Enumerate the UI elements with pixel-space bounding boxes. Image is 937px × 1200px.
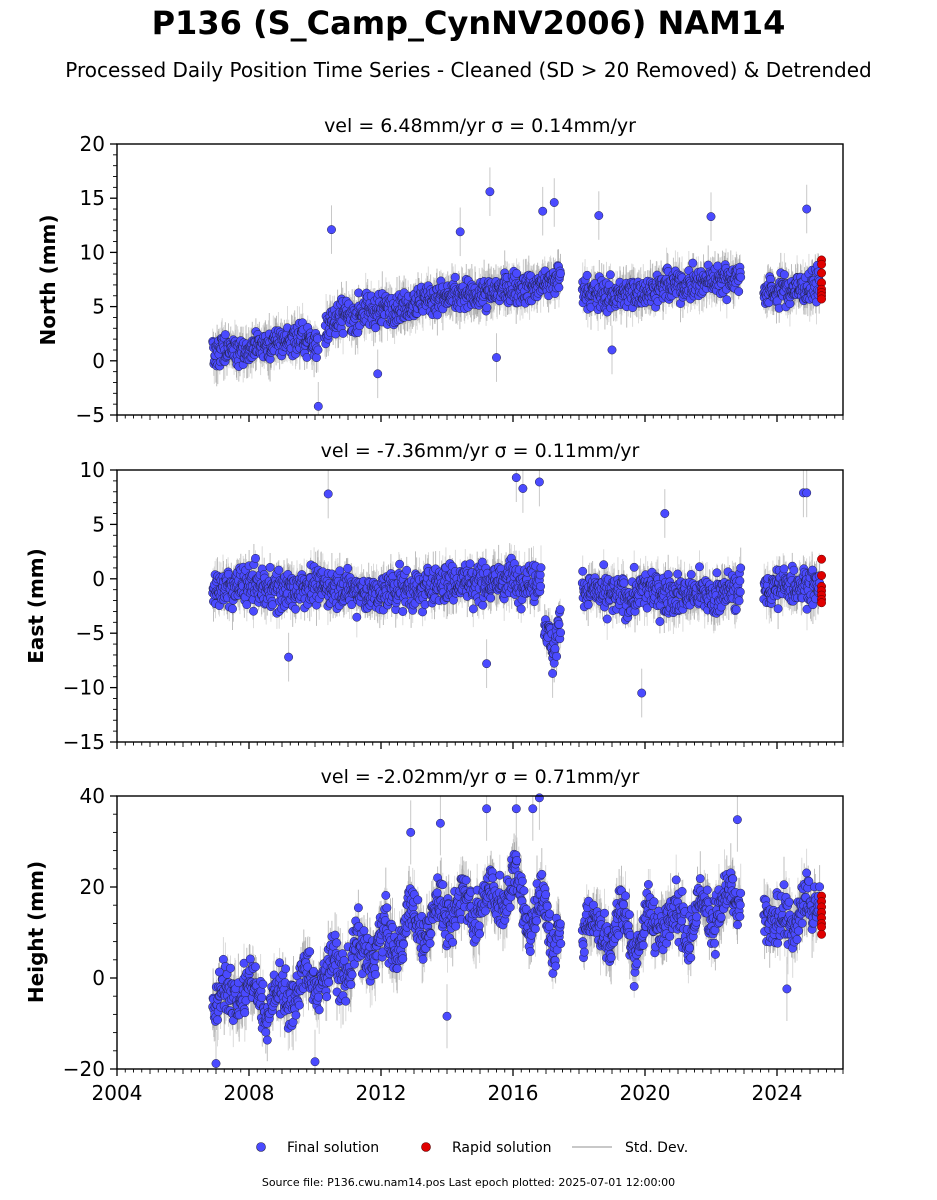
east-panel: vel = -7.36mm/yr σ = 0.11mm/yr −15−10−50… <box>24 440 844 754</box>
final-solution-point <box>371 323 381 333</box>
final-solution-point <box>582 270 592 280</box>
final-solution-point <box>265 562 275 572</box>
final-solution-point <box>327 225 336 235</box>
final-solution-point <box>688 258 698 268</box>
north-y-axis-label: North (mm) <box>36 214 60 345</box>
final-solution-point <box>251 553 260 563</box>
final-solution-point <box>312 353 321 363</box>
final-solution-point <box>455 227 465 237</box>
final-solution-point <box>482 303 492 313</box>
final-solution-point <box>373 369 383 379</box>
final-solution-point <box>538 206 548 216</box>
final-solution-point <box>313 334 323 344</box>
final-solution-point <box>554 283 564 292</box>
final-solution-point <box>492 353 501 362</box>
rapid-solution-point <box>817 294 826 304</box>
final-solution-point <box>338 328 348 338</box>
subtitle: Processed Daily Position Time Series - C… <box>65 58 872 82</box>
rapid-solution-point <box>817 268 826 278</box>
final-solution-point <box>228 604 237 614</box>
y-tick-label: 15 <box>80 186 105 210</box>
final-solution-point <box>343 563 353 573</box>
final-solution-point <box>352 612 362 622</box>
final-solution-point <box>313 401 323 411</box>
east-points-layer <box>208 473 825 698</box>
final-solution-point <box>802 204 812 214</box>
rapid-solution-point <box>817 259 826 269</box>
final-solution-point <box>313 345 323 355</box>
north-points-layer <box>208 187 825 411</box>
final-solution-point <box>402 565 412 575</box>
final-solution-point <box>706 212 716 222</box>
final-solution-point <box>549 198 559 207</box>
y-tick-label: 0 <box>92 349 105 373</box>
final-solution-point <box>398 607 408 616</box>
final-solution-point <box>220 330 230 340</box>
final-solution-point <box>779 270 789 280</box>
final-solution-point <box>594 211 604 220</box>
final-solution-point <box>249 606 258 616</box>
y-tick-label: 5 <box>92 295 105 319</box>
final-solution-point <box>418 607 428 617</box>
north-rapid-layer <box>817 255 826 304</box>
final-solution-point <box>395 559 405 569</box>
final-solution-point <box>734 287 744 296</box>
final-solution-point <box>607 345 617 355</box>
final-solution-point <box>450 272 460 282</box>
final-solution-point <box>291 604 300 614</box>
y-tick-label: 20 <box>80 132 105 156</box>
final-solution-point <box>335 566 345 576</box>
final-solution-point <box>274 565 284 575</box>
final-solution-point <box>605 270 615 280</box>
east-panel-title: vel = -7.36mm/yr σ = 0.11mm/yr <box>321 440 640 462</box>
final-solution-point <box>736 272 746 282</box>
final-solution-point <box>722 295 732 305</box>
y-tick-label: 10 <box>80 240 105 264</box>
final-solution-point <box>485 187 495 197</box>
final-solution-point <box>556 269 565 279</box>
main-title: P136 (S_Camp_CynNV2006) NAM14 <box>151 4 786 42</box>
y-tick-label: −5 <box>76 403 105 427</box>
north-panel-title: vel = 6.48mm/yr σ = 0.14mm/yr <box>324 115 636 137</box>
north-panel: vel = 6.48mm/yr σ = 0.14mm/yr −5 0 5 10 15 20… <box>36 115 844 427</box>
